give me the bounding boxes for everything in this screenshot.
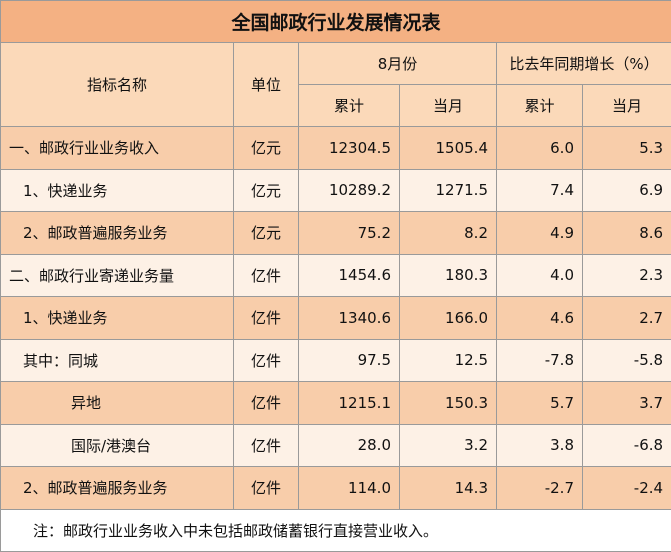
- unit-cell: 亿件: [234, 254, 299, 297]
- header-row: 指标名称 单位 8月份 比去年同期增长（%）: [1, 43, 671, 85]
- row-label: 2、邮政普遍服务业务: [1, 212, 234, 255]
- value-cell: -2.7: [497, 467, 583, 510]
- unit-cell: 亿元: [234, 127, 299, 170]
- value-cell: 1454.6: [299, 254, 400, 297]
- title-row: 全国邮政行业发展情况表: [1, 1, 671, 43]
- value-cell: 3.2: [400, 424, 497, 467]
- header-group: 比去年同期增长（%）: [497, 43, 671, 85]
- header-group: 8月份: [299, 43, 497, 85]
- value-cell: 180.3: [400, 254, 497, 297]
- value-cell: 166.0: [400, 297, 497, 340]
- value-cell: -6.8: [583, 424, 671, 467]
- unit-cell: 亿件: [234, 339, 299, 382]
- row-label: 二、邮政行业寄递业务量: [1, 254, 234, 297]
- unit-cell: 亿件: [234, 424, 299, 467]
- value-cell: 6.9: [583, 169, 671, 212]
- value-cell: 10289.2: [299, 169, 400, 212]
- unit-cell: 亿元: [234, 169, 299, 212]
- value-cell: 114.0: [299, 467, 400, 510]
- value-cell: 8.6: [583, 212, 671, 255]
- note-row: 注：邮政行业业务收入中未包括邮政储蓄银行直接营业收入。: [1, 509, 671, 551]
- unit-cell: 亿件: [234, 297, 299, 340]
- value-cell: 8.2: [400, 212, 497, 255]
- value-cell: 4.9: [497, 212, 583, 255]
- value-cell: 5.3: [583, 127, 671, 170]
- value-cell: 5.7: [497, 382, 583, 425]
- row-label: 1、快递业务: [1, 169, 234, 212]
- value-cell: 4.0: [497, 254, 583, 297]
- row-label: 异地: [1, 382, 234, 425]
- header-name: 指标名称: [1, 43, 234, 127]
- row-label: 国际/港澳台: [1, 424, 234, 467]
- value-cell: 97.5: [299, 339, 400, 382]
- unit-cell: 亿件: [234, 467, 299, 510]
- value-cell: -7.8: [497, 339, 583, 382]
- value-cell: 1340.6: [299, 297, 400, 340]
- value-cell: 1215.1: [299, 382, 400, 425]
- row-label: 其中：同城: [1, 339, 234, 382]
- row-label: 2、邮政普遍服务业务: [1, 467, 234, 510]
- value-cell: 75.2: [299, 212, 400, 255]
- value-cell: 7.4: [497, 169, 583, 212]
- table-title: 全国邮政行业发展情况表: [1, 1, 671, 43]
- value-cell: 12.5: [400, 339, 497, 382]
- value-cell: 3.7: [583, 382, 671, 425]
- value-cell: 6.0: [497, 127, 583, 170]
- value-cell: -2.4: [583, 467, 671, 510]
- header-sub: 当月: [400, 85, 497, 127]
- value-cell: 1271.5: [400, 169, 497, 212]
- row-label: 1、快递业务: [1, 297, 234, 340]
- value-cell: 14.3: [400, 467, 497, 510]
- value-cell: 28.0: [299, 424, 400, 467]
- value-cell: 12304.5: [299, 127, 400, 170]
- header-unit: 单位: [234, 43, 299, 127]
- value-cell: 1505.4: [400, 127, 497, 170]
- value-cell: 4.6: [497, 297, 583, 340]
- value-cell: 2.7: [583, 297, 671, 340]
- unit-cell: 亿件: [234, 382, 299, 425]
- row-label: 一、邮政行业业务收入: [1, 127, 234, 170]
- note: 注：邮政行业业务收入中未包括邮政储蓄银行直接营业收入。: [1, 509, 671, 551]
- unit-cell: 亿元: [234, 212, 299, 255]
- value-cell: 2.3: [583, 254, 671, 297]
- header-sub: 累计: [299, 85, 400, 127]
- header-sub: 累计: [497, 85, 583, 127]
- header-sub: 当月: [583, 85, 671, 127]
- value-cell: 3.8: [497, 424, 583, 467]
- value-cell: 150.3: [400, 382, 497, 425]
- value-cell: -5.8: [583, 339, 671, 382]
